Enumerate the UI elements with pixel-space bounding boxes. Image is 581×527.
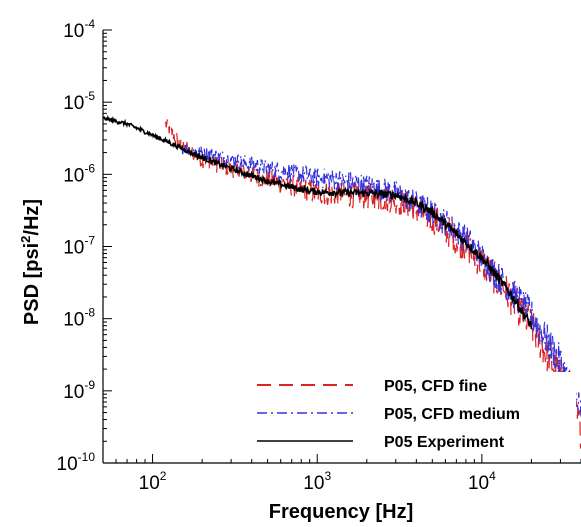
y-axis-label: PSD [psi2/Hz] xyxy=(18,199,43,325)
series-line-p05-cfd-medium xyxy=(181,144,581,420)
x-tick-label: 103 xyxy=(303,469,331,494)
tick-labels: 10-4 10-5 10-6 10-7 10-8 10-9 10-10 102 103 104 xyxy=(57,17,497,494)
y-axis-label-sup: 2 xyxy=(18,236,33,243)
series-line-p05-experiment xyxy=(102,114,533,330)
legend-label-experiment: P05 Experiment xyxy=(384,434,505,451)
y-axis-label-main: PSD [psi xyxy=(21,243,43,325)
axes-layer xyxy=(102,29,581,464)
legend-label-cfd-medium: P05, CFD medium xyxy=(384,406,520,423)
y-tick-label: 10-7 xyxy=(63,234,95,259)
legend: P05, CFD fine P05, CFD medium P05 Experi… xyxy=(250,372,576,454)
y-tick-label: 10-6 xyxy=(63,161,95,186)
series-line-p05-cfd-fine xyxy=(165,119,581,449)
x-tick-label: 102 xyxy=(139,469,167,494)
y-tick-label: 10-5 xyxy=(63,89,95,114)
series-layer xyxy=(102,114,581,449)
x-tick-label: 104 xyxy=(468,469,496,494)
legend-label-cfd-fine: P05, CFD fine xyxy=(384,378,487,395)
y-tick-label: 10-10 xyxy=(57,450,96,475)
x-axis-label: Frequency [Hz] xyxy=(269,501,413,523)
y-tick-label: 10-9 xyxy=(63,378,95,403)
y-tick-label: 10-8 xyxy=(63,306,95,331)
y-axis-label-rest: /Hz] xyxy=(21,199,43,236)
y-tick-label: 10-4 xyxy=(63,17,95,42)
